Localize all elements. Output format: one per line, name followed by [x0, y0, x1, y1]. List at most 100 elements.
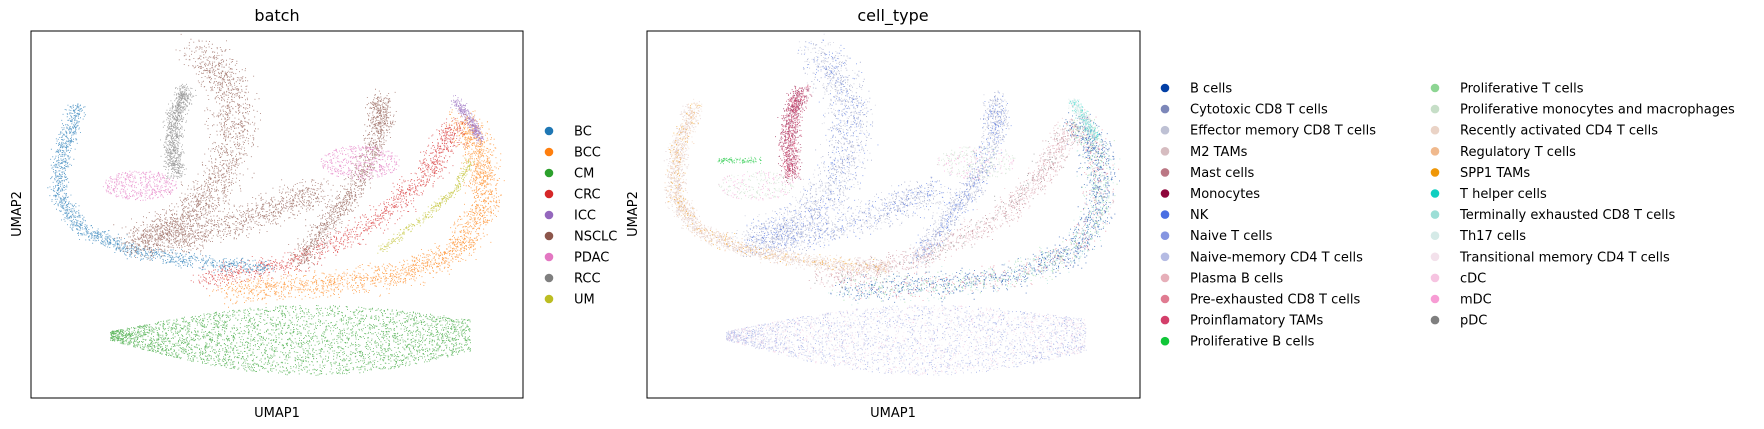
cell-type-legend-label: Pre-exhausted CD8 T cells	[1190, 293, 1360, 308]
cell-type-legend-item: M2 TAMs	[1160, 145, 1248, 160]
cell-type-legend-label: Proliferative B cells	[1190, 335, 1315, 350]
batch-legend-item: ICC	[544, 209, 596, 224]
batch-legend-marker	[544, 189, 554, 199]
cell-type-legend-label: Proliferative monocytes and macrophages	[1460, 103, 1735, 118]
cell-type-legend-label: Naive-memory CD4 T cells	[1190, 250, 1363, 265]
batch-panel: batch UMAP1 UMAP2 BC BCC CM CRC ICC NSCLC PDAC…	[10, 6, 617, 421]
cell-type-xlabel: UMAP1	[870, 406, 916, 421]
cell-type-legend-marker	[1430, 315, 1440, 325]
cell-type-points	[832, 105, 1120, 301]
batch-xlabel: UMAP1	[254, 406, 300, 421]
cell-type-points	[663, 101, 897, 274]
batch-legend-label: BCC	[574, 146, 601, 161]
cell-type-points	[664, 102, 891, 276]
cell-type-legend-item: Proliferative B cells	[1160, 335, 1315, 350]
cell-type-legend-item: Transitional memory CD4 T cells	[1430, 250, 1670, 265]
cell-type-legend-label: T helper cells	[1459, 187, 1547, 202]
cell-type-legend-label: Plasma B cells	[1190, 271, 1283, 286]
cell-type-legend-marker	[1430, 273, 1440, 283]
batch-legend-item: UM	[544, 293, 595, 308]
batch-point-cloud	[47, 33, 505, 376]
cell-type-legend-label: pDC	[1460, 314, 1487, 329]
batch-series-nsclc-points	[113, 33, 397, 268]
cell-type-legend-marker	[1160, 315, 1170, 325]
cell-type-legend-marker	[1430, 210, 1440, 219]
batch-legend-marker	[544, 168, 554, 178]
cell-type-legend-item: Monocytes	[1160, 187, 1260, 202]
cell-type-legend-marker	[1430, 252, 1440, 262]
batch-legend-item: NSCLC	[544, 230, 617, 245]
cell-type-legend-item: Regulatory T cells	[1430, 145, 1576, 160]
cell-type-points	[727, 39, 1012, 268]
cell-type-title: cell_type	[857, 6, 928, 26]
batch-legend-item: CM	[544, 167, 594, 182]
cell-type-legend-marker	[1160, 83, 1170, 93]
batch-legend-label: NSCLC	[574, 230, 617, 245]
cell-type-legend: B cells Cytotoxic CD8 T cells Effector mem…	[1160, 82, 1735, 350]
cell-type-legend-label: NK	[1190, 208, 1209, 223]
cell-type-points	[808, 119, 1080, 287]
batch-legend-label: ICC	[574, 209, 596, 224]
batch-legend-label: PDAC	[574, 251, 609, 266]
cell-type-legend-label: Proliferative T cells	[1460, 82, 1584, 97]
cell-type-legend-marker	[1430, 83, 1440, 93]
cell-type-legend-item: Pre-exhausted CD8 T cells	[1160, 293, 1360, 308]
cell-type-legend-marker	[1160, 252, 1170, 262]
batch-series-bcc-points	[209, 108, 505, 308]
batch-legend-marker	[544, 231, 554, 241]
cell-type-legend-item: Terminally exhausted CD8 T cells	[1430, 208, 1675, 223]
cell-type-points	[718, 146, 1014, 201]
cell-type-legend-label: Naive T cells	[1190, 229, 1273, 244]
cell-type-legend-marker	[1160, 336, 1170, 346]
cell-type-points	[726, 304, 1087, 375]
cell-type-legend-item: Mast cells	[1160, 166, 1255, 181]
cell-type-points	[717, 156, 762, 165]
batch-legend-label: UM	[574, 293, 595, 308]
batch-plot-frame	[30, 30, 524, 399]
cell-type-plot-frame	[646, 30, 1141, 399]
cell-type-legend-item: mDC	[1430, 293, 1492, 308]
cell-type-legend-item: B cells	[1160, 82, 1232, 97]
cell-type-legend-item: Effector memory CD8 T cells	[1160, 124, 1376, 139]
cell-type-points	[718, 145, 1016, 200]
batch-series-bc-points	[47, 103, 277, 276]
cell-type-legend-label: M2 TAMs	[1190, 145, 1248, 160]
batch-legend-item: RCC	[544, 272, 601, 287]
batch-series-crc-points	[190, 118, 468, 291]
cell-type-legend-label: Effector memory CD8 T cells	[1190, 124, 1376, 139]
cell-type-panel: cell_type UMAP1 UMAP2 B cells Cytotoxic C…	[626, 6, 1735, 421]
cell-type-legend-marker	[1160, 273, 1170, 283]
cell-type-legend-item: NK	[1160, 208, 1209, 223]
cell-type-points	[731, 31, 1010, 268]
cell-type-legend-marker	[1160, 189, 1170, 198]
cell-type-legend-label: Mast cells	[1190, 166, 1255, 181]
cell-type-legend-label: Regulatory T cells	[1460, 145, 1576, 160]
cell-type-legend-label: SPP1 TAMs	[1460, 166, 1530, 181]
cell-type-legend-item: Cytotoxic CD8 T cells	[1160, 103, 1328, 118]
batch-ylabel: UMAP2	[10, 191, 25, 237]
cell-type-legend-label: B cells	[1190, 82, 1232, 97]
cell-type-legend-item: Naive T cells	[1160, 229, 1273, 244]
batch-legend-item: CRC	[544, 188, 601, 203]
cell-type-legend-label: Th17 cells	[1459, 229, 1526, 244]
cell-type-legend-marker	[1430, 104, 1440, 114]
cell-type-legend-marker	[1160, 231, 1170, 240]
cell-type-legend-item: cDC	[1430, 271, 1486, 286]
batch-series-icc-points	[450, 95, 485, 145]
batch-legend-marker	[544, 273, 554, 283]
cell-type-legend-marker	[1160, 210, 1170, 219]
batch-legend: BC BCC CM CRC ICC NSCLC PDAC RCC UM	[544, 125, 617, 308]
cell-type-legend-marker	[1430, 294, 1440, 304]
batch-title: batch	[254, 6, 299, 25]
cell-type-legend-marker	[1430, 168, 1440, 177]
batch-legend-marker	[544, 147, 554, 157]
cell-type-points	[778, 85, 811, 178]
cell-type-points	[1067, 98, 1102, 144]
batch-series-cm-points	[110, 305, 471, 376]
cell-type-legend-label: Cytotoxic CD8 T cells	[1190, 103, 1328, 118]
cell-type-legend-label: Proinflamatory TAMs	[1190, 314, 1324, 329]
cell-type-legend-item: T helper cells	[1430, 187, 1547, 202]
batch-legend-label: CRC	[574, 188, 601, 203]
cell-type-points	[727, 305, 1085, 375]
